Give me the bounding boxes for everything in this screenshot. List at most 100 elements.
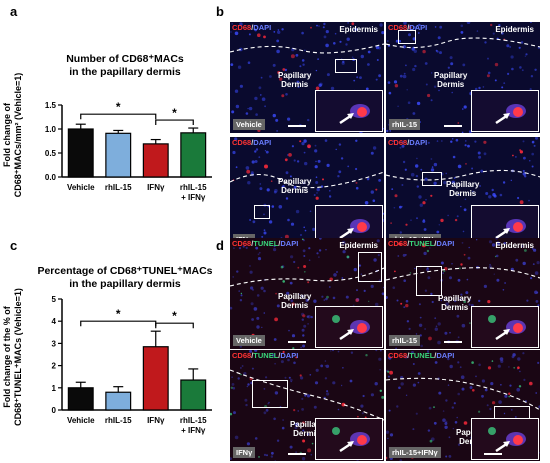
bar-3 [180,132,207,178]
nucleus-dot [296,160,300,163]
nucleus-dot [255,113,258,116]
nucleus-dot [430,292,433,296]
arrow-head [347,329,354,335]
nucleus-dot [526,299,529,302]
nucleus-dot [250,171,254,175]
macrophage-dot [390,222,392,224]
nucleus-dot [247,383,250,386]
nucleus-dot [493,194,497,198]
nucleus-dot [372,146,377,150]
nucleus-dot [467,256,471,260]
nucleus-dot [485,192,489,195]
nucleus-dot [440,299,443,302]
nucleus-dot [337,350,340,353]
papillary-word: Papillary [290,420,324,429]
tunel-dot [471,361,474,364]
nucleus-dot [326,390,329,393]
nucleus-dot [535,392,538,394]
nucleus-dot [352,304,355,307]
nucleus-dot [375,350,378,352]
tunel-dot [258,456,260,458]
nucleus-dot [248,33,251,36]
macrophage-cell [357,435,367,445]
nucleus-dot [340,157,344,160]
nucleus-dot [402,253,406,257]
nucleus-dot [270,455,274,458]
nucleus-dot [535,137,538,140]
nucleus-dot [427,429,431,432]
nucleus-dot [332,296,336,300]
nucleus-dot [251,367,254,370]
nucleus-dot [323,299,326,301]
nucleus-dot [246,385,249,388]
nucleus-dot [347,165,350,168]
stain-label-part: TUNEL [253,351,279,360]
condition-label: Vehicle [233,335,265,346]
macrophage-dot [284,234,289,239]
nucleus-dot [410,351,415,355]
nucleus-dot [321,295,324,298]
nucleus-dot [243,372,247,376]
nucleus-dot [247,181,251,185]
nucleus-dot [413,49,417,53]
nucleus-dot [370,151,374,155]
nucleus-dot [447,384,450,386]
nucleus-dot [451,180,455,184]
nucleus-dot [315,176,318,178]
tunel-dot [381,395,384,399]
nucleus-dot [386,129,389,133]
macrophage-dot [422,49,426,54]
nucleus-dot [288,329,290,332]
nucleus-dot [396,405,399,408]
nucleus-dot [468,299,471,302]
micrograph-rhil-15-ifn-: CD68/DAPIPapillaryDermisrhIL-15+IFNγ [386,137,540,248]
nucleus-dot [480,169,484,173]
macrophage-dot [303,265,307,268]
nucleus-dot [236,270,239,273]
tunel-dot [379,389,382,392]
nucleus-dot [245,246,248,249]
nucleus-dot [509,46,511,48]
zoom-inset [315,418,383,460]
x-tick-label: Vehicle [67,183,95,192]
nucleus-dot [268,220,273,224]
chart-c-ylabel-line2: CD68⁺TUNEL⁺MACs (Vehicle=1) [13,288,23,426]
y-tick-label: 0.5 [45,149,57,158]
nucleus-dot [367,63,370,66]
macrophage-dot [486,74,490,78]
y-tick-label: 1.5 [45,101,57,110]
nucleus-dot [523,156,526,160]
nucleus-dot [290,380,292,383]
nucleus-dot [515,258,519,262]
nucleus-dot [304,49,306,52]
nucleus-dot [249,350,253,353]
nucleus-dot [289,175,292,178]
nucleus-dot [476,30,479,32]
nucleus-dot [403,72,406,75]
nucleus-dot [302,344,306,348]
nucleus-dot [303,139,307,143]
tunel-dot [368,300,370,302]
chart-c-title-line1: Percentage of CD68⁺TUNEL⁺MACs [37,265,212,277]
macrophage-dot [483,140,487,144]
nucleus-dot [259,187,263,191]
nucleus-dot [230,306,233,310]
nucleus-dot [433,181,437,185]
nucleus-dot [431,72,433,74]
stain-label-part: / [251,138,254,147]
tunel-dot [433,406,435,408]
nucleus-dot [420,168,423,171]
nucleus-dot [251,318,254,321]
nucleus-dot [412,37,416,41]
nucleus-dot [503,242,506,245]
nucleus-dot [270,242,272,245]
nucleus-dot [293,260,296,264]
macrophage-cell [513,222,523,232]
nucleus-dot [300,376,304,380]
tunel-dot [443,270,446,273]
nucleus-dot [287,117,291,121]
zoom-inset-content [332,315,370,341]
nucleus-dot [439,51,442,55]
nucleus-dot [263,229,266,232]
